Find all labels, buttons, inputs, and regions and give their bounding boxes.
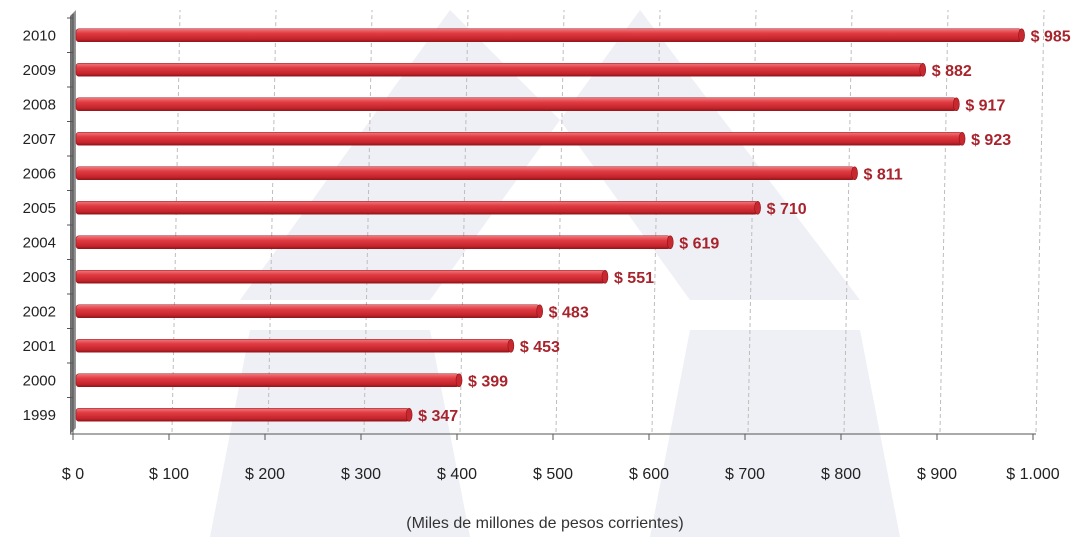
bar-cap-1999 [405,407,413,422]
axes [67,10,1036,440]
gridline-400 [459,9,469,433]
x-tick-label: $ 600 [629,466,669,483]
bar-2003 [75,269,606,284]
gridline-100 [171,9,181,433]
gridline-700 [747,9,757,433]
y-tick-label-2000: 2000 [23,372,56,389]
bar-cap-2004 [666,235,674,250]
y-tick-label-2003: 2003 [23,269,56,286]
gridline-1000 [1035,9,1045,433]
gridline-300 [363,9,373,433]
gridline-200 [267,9,277,433]
x-tick-label: $ 300 [341,466,381,483]
x-tick-label: $ 200 [245,466,285,483]
y-tick-labels: 1999 2000 2001 2002 2003 2004 2005 2006 2007 2008… [23,27,56,424]
data-labels: $ 347 $ 399 $ 453 $ 483 $ 551 $ 619 $ 710 $ 811… [418,28,1071,425]
data-label-2004: $ 619 [679,235,719,252]
data-label-2002: $ 483 [549,304,589,321]
bar-cap-2009 [919,62,927,77]
bar-2005 [75,200,758,215]
bar-2001 [75,338,512,353]
y-tick-label-2010: 2010 [23,27,56,44]
bar-2009 [75,62,924,77]
bar-cap-2007 [958,131,966,146]
y-tick-label-2001: 2001 [23,338,56,355]
data-label-1999: $ 347 [418,408,458,425]
data-label-2007: $ 923 [971,132,1011,149]
y-tick-label-2002: 2002 [23,303,56,320]
bar-2007 [75,131,963,146]
data-label-2001: $ 453 [520,339,560,356]
data-label-2010: $ 985 [1031,28,1071,45]
y-tick-label-2004: 2004 [23,234,56,251]
bar-2002 [75,304,540,319]
bar-cap-2006 [851,166,858,181]
bar-cap-2005 [754,200,761,215]
y-tick-label-1999: 1999 [23,407,56,424]
data-label-2000: $ 399 [468,373,508,390]
x-tick-label: $ 800 [821,466,861,483]
x-tick-label: $ 0 [62,466,84,483]
data-label-2009: $ 882 [932,63,972,80]
bar-cap-2010 [1018,28,1025,43]
x-tick-label: $ 500 [533,466,573,483]
x-tick-label: $ 100 [149,466,189,483]
x-tick-labels: $ 0 $ 100 $ 200 $ 300 $ 400 $ 500 $ 600 $ 700 $ … [62,466,1060,483]
bar-2008 [75,97,957,112]
bar-cap-2000 [455,373,463,388]
x-tick-label: $ 400 [437,466,477,483]
bar-cap-2003 [601,269,609,284]
y-tick-label-2009: 2009 [23,62,56,79]
x-tick-label: $ 1.000 [1006,466,1059,483]
bar-cap-2002 [536,304,543,319]
bar-2010 [75,28,1022,43]
bar-cap-2001 [507,338,515,353]
bar-2004 [75,235,671,250]
bar-2000 [75,373,460,388]
data-label-2006: $ 811 [864,166,903,183]
x-axis-title: (Miles de millones de pesos corrientes) [406,515,683,532]
gridline-500 [555,9,565,433]
gridline-600 [651,9,661,433]
bar-2006 [75,166,855,181]
y-tick-label-2007: 2007 [23,131,56,148]
data-label-2005: $ 710 [767,201,807,218]
x-tick-label: $ 700 [725,466,765,483]
bars [75,28,1025,422]
x-tick-label: $ 900 [917,466,957,483]
bar-cap-2008 [953,97,960,112]
y-tick-label-2005: 2005 [23,200,56,217]
y-tick-label-2006: 2006 [23,165,56,182]
data-label-2008: $ 917 [965,97,1005,114]
data-label-2003: $ 551 [614,270,654,287]
y-tick-label-2008: 2008 [23,96,56,113]
bar-1999 [75,407,410,422]
gridlines [171,9,1045,433]
gridline-900 [939,9,949,433]
gridline-800 [843,9,853,433]
